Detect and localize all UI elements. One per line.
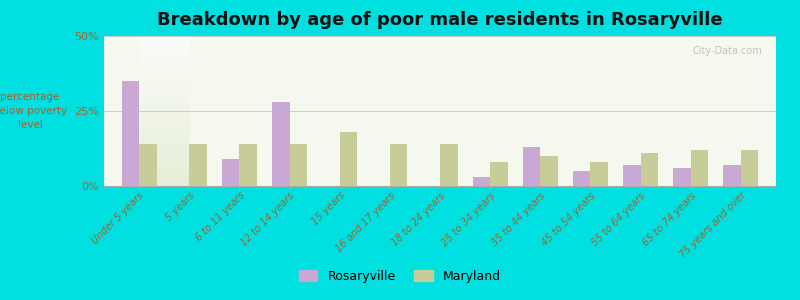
Bar [190, 144, 207, 186]
Bar [239, 144, 257, 186]
Bar [641, 153, 658, 186]
Bar [290, 144, 307, 186]
Bar [723, 165, 741, 186]
Bar [741, 150, 758, 186]
Bar [490, 162, 508, 186]
Bar [340, 132, 358, 186]
Bar [222, 159, 239, 186]
Y-axis label: percentage
below poverty
level: percentage below poverty level [0, 92, 67, 130]
Bar [122, 81, 139, 186]
Bar [473, 177, 490, 186]
Bar [390, 144, 407, 186]
Bar [623, 165, 641, 186]
Legend: Rosaryville, Maryland: Rosaryville, Maryland [294, 265, 506, 288]
Bar [540, 156, 558, 186]
Bar [573, 171, 590, 186]
Bar [139, 144, 157, 186]
Bar [590, 162, 608, 186]
Text: City-Data.com: City-Data.com [693, 46, 762, 56]
Bar [440, 144, 458, 186]
Bar [272, 102, 290, 186]
Bar [690, 150, 708, 186]
Bar [522, 147, 540, 186]
Bar [673, 168, 690, 186]
Title: Breakdown by age of poor male residents in Rosaryville: Breakdown by age of poor male residents … [157, 11, 723, 29]
